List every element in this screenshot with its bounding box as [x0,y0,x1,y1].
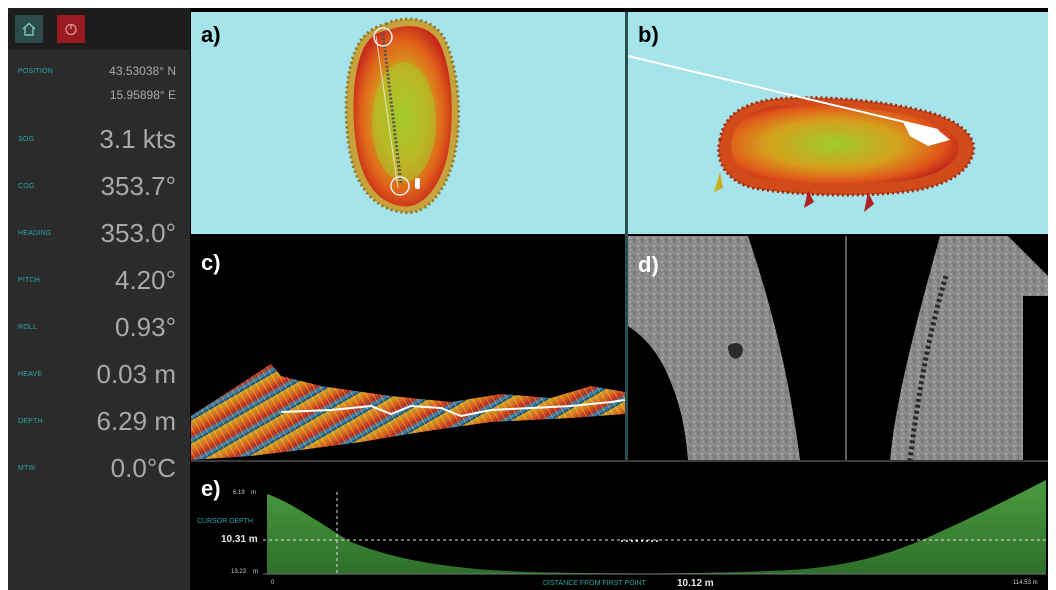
waypoint-marker[interactable] [373,27,393,47]
cog-row: COG 353.7° [8,165,190,209]
telemetry-sidebar: POSITION 43.53038° N 15.95898° E SOG 3.1… [8,8,190,590]
x-axis-start: 0 [271,580,275,586]
cog-label: COG [18,183,35,190]
waypoint-marker[interactable] [390,176,410,196]
sidescan-view [628,236,1048,460]
sog-row: SOG 3.1 kts [8,118,190,162]
panel-e-label: e) [201,476,221,501]
depth-profile-chart [263,480,1046,575]
cursor-depth-value: 10.31 m [221,534,258,545]
cursor-distance-value: 10.12 m [677,578,714,589]
depth-value: 6.29 m [96,406,177,436]
pitch-value: 4.20° [114,265,176,295]
position-lat: 43.53038° N [109,64,176,78]
vessel-model [903,122,950,146]
heading-label: HEADING [18,230,52,237]
sog-value: 3.1 kts [99,124,176,154]
mtw-label: MTW [18,465,36,472]
mtw-value: 0.0°C [110,453,176,483]
x-axis-end: 114.53 m [1013,580,1038,586]
sidebar-toolbar [8,8,190,50]
power-button[interactable] [57,15,85,43]
survey-track [381,33,403,185]
panel-d-sidescan[interactable]: d) [628,236,1048,460]
cursor-depth-label: CURSOR DEPTH [197,518,254,525]
vessel-marker [415,178,420,189]
sight-line [628,55,939,131]
profile-area [267,480,1046,574]
panel-divider [191,460,1048,462]
topview-pointcloud [344,17,461,215]
panel-a-label: a) [201,22,221,47]
heading-value: 353.0° [100,218,176,248]
depth-row: DEPTH 6.29 m [8,400,190,444]
panel-b-label: b) [638,22,659,47]
roll-value: 0.93° [114,312,176,342]
top-depth-unit: m [251,490,256,496]
cog-value: 353.7° [100,171,176,201]
panel-e-depth-profile[interactable]: e) 6.19 m CURSOR DEPTH 10.31 m 13.23 m 0… [191,462,1048,590]
swath-view [191,364,625,460]
bottom-depth-unit: m [253,569,258,575]
heading-row: HEADING 353.0° [8,212,190,256]
panel-c-label: c) [201,250,221,275]
pitch-label: PITCH [18,277,40,284]
heave-value: 0.03 m [96,359,177,389]
panel-a-topview[interactable]: a) [191,12,625,234]
x-axis-label: DISTANCE FROM FIRST POINT [543,580,646,587]
position-label: POSITION [18,68,54,75]
bottom-profile-line [280,399,625,418]
home-button[interactable] [15,15,43,43]
panel-divider [625,12,628,460]
panel-b-perspective[interactable]: b) [628,12,1048,234]
power-icon [65,23,77,36]
top-depth-value: 6.19 [233,490,245,496]
heave-label: HEAVE [18,371,43,378]
position-lon: 15.95898° E [109,88,176,102]
sog-label: SOG [18,136,35,143]
position-row: POSITION 43.53038° N 15.95898° E [8,60,190,120]
panel-c-swath[interactable]: c) [191,236,625,460]
panel-d-label: d) [638,252,659,277]
perspective-pointcloud [628,55,976,212]
bottom-depth-value: 13.23 [231,569,247,575]
heave-row: HEAVE 0.03 m [8,353,190,397]
roll-label: ROLL [18,324,38,331]
depth-label: DEPTH [18,418,43,425]
roll-row: ROLL 0.93° [8,306,190,350]
pitch-row: PITCH 4.20° [8,259,190,303]
mtw-row: MTW 0.0°C [8,447,190,491]
home-icon [22,22,36,36]
app-frame: POSITION 43.53038° N 15.95898° E SOG 3.1… [8,8,1048,590]
